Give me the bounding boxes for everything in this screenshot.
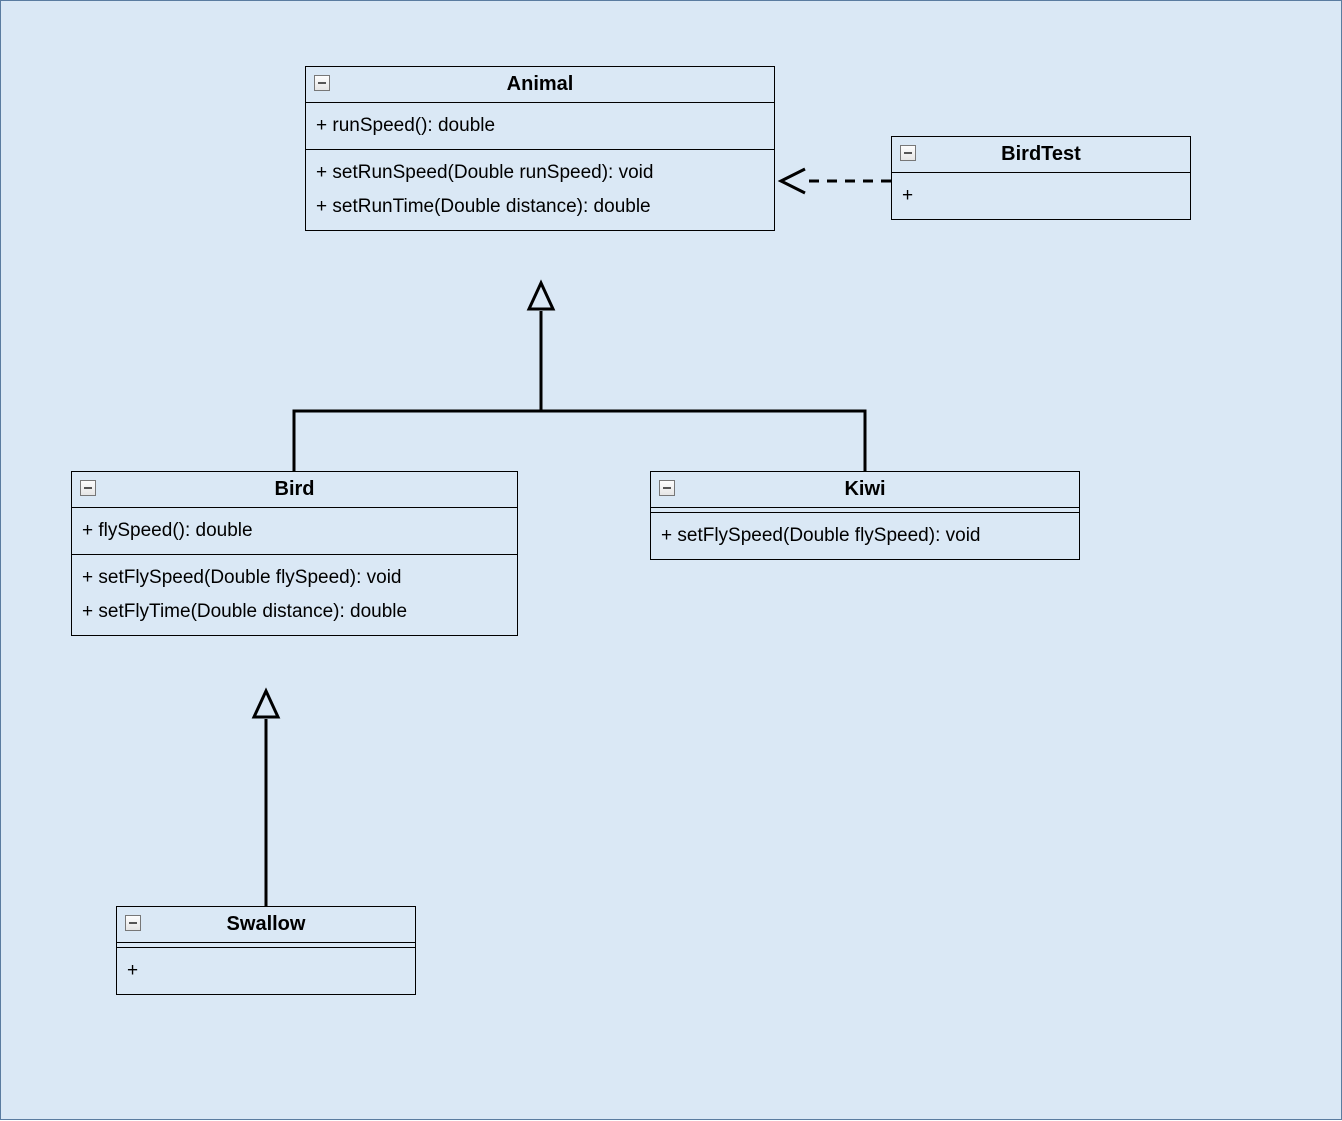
- class-section: + setFlySpeed(Double flySpeed): void: [651, 513, 1079, 559]
- collapse-icon[interactable]: [659, 480, 675, 496]
- class-title: Swallow: [117, 907, 415, 943]
- class-section: +: [892, 173, 1190, 219]
- class-name-label: Animal: [507, 73, 574, 96]
- class-name-label: Bird: [275, 478, 315, 501]
- class-name-label: Kiwi: [844, 478, 885, 501]
- class-name-label: Swallow: [227, 913, 306, 936]
- class-member: + flySpeed(): double: [82, 514, 507, 548]
- class-title: Kiwi: [651, 472, 1079, 508]
- class-birdtest[interactable]: BirdTest +: [891, 136, 1191, 220]
- class-member: + runSpeed(): double: [316, 109, 764, 143]
- class-title: Animal: [306, 67, 774, 103]
- class-bird[interactable]: Bird + flySpeed(): double + setFlySpeed(…: [71, 471, 518, 636]
- class-swallow[interactable]: Swallow +: [116, 906, 416, 995]
- class-section: + setRunSpeed(Double runSpeed): void + s…: [306, 150, 774, 230]
- class-title: Bird: [72, 472, 517, 508]
- class-member: + setFlyTime(Double distance): double: [82, 595, 507, 629]
- class-section: + flySpeed(): double: [72, 508, 517, 555]
- class-section: + runSpeed(): double: [306, 103, 774, 150]
- class-member: + setRunTime(Double distance): double: [316, 190, 764, 224]
- generalization-arrow-icon: [529, 283, 553, 309]
- edge-bird-to-animal: [294, 411, 865, 471]
- dependency-arrow-icon: [781, 169, 805, 193]
- class-title: BirdTest: [892, 137, 1190, 173]
- class-section: +: [117, 948, 415, 994]
- class-section: + setFlySpeed(Double flySpeed): void + s…: [72, 555, 517, 635]
- generalization-arrow-icon: [254, 691, 278, 717]
- class-member: +: [902, 179, 1180, 213]
- class-member: +: [127, 954, 405, 988]
- class-member: + setFlySpeed(Double flySpeed): void: [82, 561, 507, 595]
- class-member: + setFlySpeed(Double flySpeed): void: [661, 519, 1069, 553]
- class-name-label: BirdTest: [1001, 143, 1081, 166]
- collapse-icon[interactable]: [80, 480, 96, 496]
- class-kiwi[interactable]: Kiwi + setFlySpeed(Double flySpeed): voi…: [650, 471, 1080, 560]
- collapse-icon[interactable]: [900, 145, 916, 161]
- collapse-icon[interactable]: [125, 915, 141, 931]
- collapse-icon[interactable]: [314, 75, 330, 91]
- diagram-canvas: Animal + runSpeed(): double + setRunSpee…: [0, 0, 1342, 1120]
- class-animal[interactable]: Animal + runSpeed(): double + setRunSpee…: [305, 66, 775, 231]
- class-member: + setRunSpeed(Double runSpeed): void: [316, 156, 764, 190]
